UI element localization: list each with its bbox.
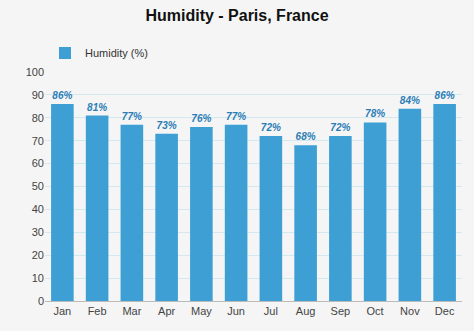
svg-text:68%: 68% — [296, 131, 316, 142]
svg-text:Dec: Dec — [435, 305, 455, 317]
svg-text:70: 70 — [32, 135, 44, 147]
svg-text:50: 50 — [32, 180, 44, 192]
svg-text:86%: 86% — [435, 90, 455, 101]
svg-text:72%: 72% — [261, 122, 281, 133]
svg-text:78%: 78% — [365, 108, 385, 119]
svg-text:0: 0 — [38, 295, 44, 307]
svg-text:Jan: Jan — [54, 305, 72, 317]
svg-text:72%: 72% — [330, 122, 350, 133]
svg-text:Mar: Mar — [122, 305, 141, 317]
svg-text:Jul: Jul — [264, 305, 278, 317]
svg-text:20: 20 — [32, 249, 44, 261]
svg-text:80: 80 — [32, 112, 44, 124]
svg-text:60: 60 — [32, 157, 44, 169]
svg-text:Aug: Aug — [296, 305, 316, 317]
svg-text:40: 40 — [32, 203, 44, 215]
svg-text:77%: 77% — [226, 111, 246, 122]
svg-text:84%: 84% — [400, 95, 420, 106]
svg-text:Apr: Apr — [158, 305, 175, 317]
svg-text:10: 10 — [32, 272, 44, 284]
svg-text:Sep: Sep — [331, 305, 351, 317]
svg-text:73%: 73% — [157, 120, 177, 131]
svg-text:90: 90 — [32, 89, 44, 101]
svg-text:81%: 81% — [87, 102, 107, 113]
svg-text:30: 30 — [32, 226, 44, 238]
svg-text:Humidity - Paris, France: Humidity - Paris, France — [145, 7, 328, 24]
svg-text:Nov: Nov — [400, 305, 420, 317]
svg-text:76%: 76% — [191, 113, 211, 124]
svg-text:Feb: Feb — [88, 305, 107, 317]
svg-text:Humidity (%): Humidity (%) — [85, 47, 148, 59]
svg-text:100: 100 — [26, 66, 44, 78]
svg-text:77%: 77% — [122, 111, 142, 122]
svg-text:86%: 86% — [52, 90, 72, 101]
svg-text:Jun: Jun — [227, 305, 245, 317]
svg-text:Oct: Oct — [367, 305, 384, 317]
svg-text:May: May — [191, 305, 212, 317]
